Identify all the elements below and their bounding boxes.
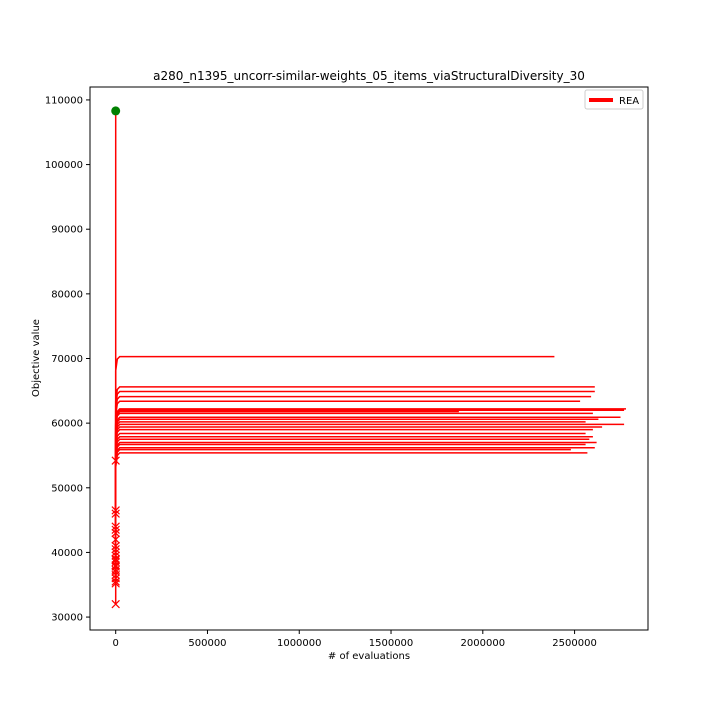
y-tick-label: 40000	[51, 548, 83, 559]
y-tick-label: 90000	[51, 225, 83, 236]
series-line-10	[114, 416, 621, 553]
start-x-marker-23	[111, 599, 120, 609]
legend: REA	[584, 89, 644, 110]
start-x-marker-10	[111, 548, 120, 557]
start-x-marker-18	[111, 567, 120, 577]
y-tick-label: 70000	[51, 354, 83, 365]
x-tick-label: 1000000	[277, 638, 322, 649]
series-line-2	[114, 386, 595, 511]
y-tick-label: 110000	[45, 95, 83, 106]
series-line-23	[114, 452, 588, 605]
start-x-marker-22	[111, 579, 120, 588]
x-tick-label: 2000000	[461, 638, 506, 649]
series-line-21	[114, 446, 595, 582]
marker-layer	[111, 106, 121, 609]
series-line-18	[114, 438, 590, 572]
x-tick-label: 2500000	[552, 638, 597, 649]
y-ticks: 30000 40000 50000 60000 70000 80000 90000 10000…	[45, 95, 90, 624]
legend-label-rea: REA	[619, 96, 639, 107]
start-x-marker-4	[111, 522, 120, 531]
series-line-22	[114, 448, 571, 584]
start-x-marker-2	[111, 506, 120, 515]
y-tick-label: 30000	[51, 613, 83, 624]
y-tick-label: 50000	[51, 483, 83, 494]
plot-frame	[89, 86, 649, 631]
x-tick-label: 0	[113, 638, 119, 649]
start-point-marker	[111, 106, 121, 116]
series-line-17	[114, 435, 593, 570]
start-x-marker-9	[111, 544, 120, 554]
y-tick-label: 100000	[45, 160, 83, 171]
x-tick-label: 500000	[188, 638, 226, 649]
start-x-marker-19	[111, 570, 120, 580]
start-x-marker-5	[111, 525, 120, 535]
series-line-8	[114, 410, 459, 546]
series-line-5	[114, 400, 581, 530]
start-x-marker-6	[111, 528, 120, 538]
series-layer	[114, 110, 626, 605]
legend-box	[584, 89, 644, 110]
start-x-marker-8	[111, 541, 120, 551]
series-line-4	[114, 395, 592, 527]
y-tick-label: 80000	[51, 289, 83, 300]
x-tick-label: 1500000	[369, 638, 414, 649]
series-line-19	[114, 441, 597, 576]
x-axis-label: # of evaluations	[328, 651, 410, 662]
chart-title: a280_n1395_uncorr-similar-weights_05_ite…	[153, 69, 585, 83]
start-x-marker-1	[111, 456, 120, 465]
start-x-marker-21	[111, 577, 120, 586]
series-line-20	[114, 443, 586, 579]
y-tick-label: 60000	[51, 419, 83, 430]
y-axis-label: Objective value	[31, 319, 42, 397]
x-ticks: 0 500000 1000000 1500000 2000000 2500000	[113, 630, 597, 649]
start-x-marker-7	[111, 535, 120, 544]
start-x-marker-12	[111, 554, 120, 564]
start-x-marker-3	[111, 509, 120, 518]
